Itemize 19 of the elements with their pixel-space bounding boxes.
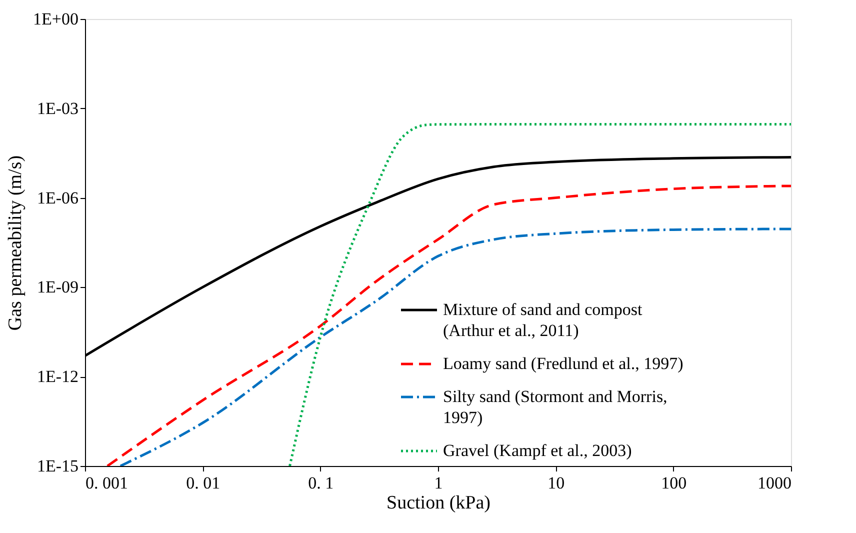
y-tick-label: 1E-15 bbox=[36, 456, 78, 476]
x-tick-label: 0. 001 bbox=[86, 474, 128, 492]
legend-label: Gravel (Kampf et al., 2003) bbox=[443, 441, 632, 460]
legend-label: Loamy sand (Fredlund et al., 1997) bbox=[443, 354, 684, 373]
y-tick-label: 1E-09 bbox=[36, 278, 78, 297]
legend-label: Mixture of sand and compost (Arthur et al., 2011) bbox=[443, 300, 643, 340]
x-tick-label: 0. 01 bbox=[186, 474, 220, 492]
x-tick-label: 10 bbox=[548, 474, 565, 492]
x-axis-title: Suction (kPa) bbox=[386, 492, 490, 514]
x-tick-label: 100 bbox=[661, 474, 687, 492]
legend-label: Silty sand (Stormont and Morris, 1997) bbox=[443, 387, 668, 427]
y-tick-label: 1E-03 bbox=[36, 98, 78, 118]
y-tick-label: 1E+00 bbox=[33, 10, 78, 28]
y-tick-label: 1E-06 bbox=[36, 188, 78, 208]
x-tick-label: 1 bbox=[434, 474, 443, 492]
y-axis-title: Gas permeability (m/s) bbox=[5, 155, 26, 331]
x-tick-label: 0. 1 bbox=[308, 474, 334, 492]
x-tick-label: 1000 bbox=[758, 474, 792, 492]
y-tick-label: 1E-12 bbox=[36, 367, 78, 386]
